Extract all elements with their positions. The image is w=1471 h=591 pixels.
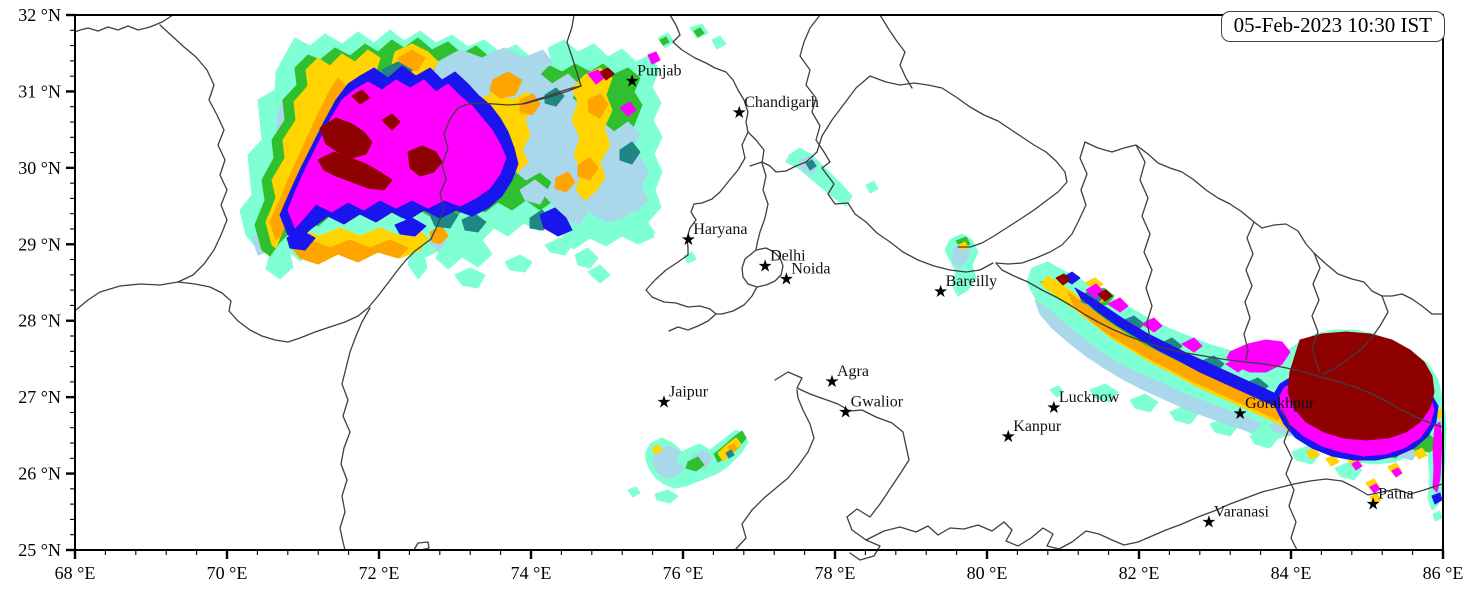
intensity-layers: [239, 23, 1447, 522]
boundary-line: [747, 131, 769, 251]
boundary-line: [741, 247, 784, 288]
city-label-punjab: Punjab: [637, 63, 681, 80]
city-label-gorakhpur: Gorakhpur: [1245, 395, 1315, 412]
y-tick-label: 31 °N: [18, 81, 61, 101]
city-star-noida: ★: [779, 270, 794, 290]
city-star-kanpur: ★: [1001, 427, 1016, 447]
city-star-varanasi: ★: [1201, 513, 1216, 533]
boundary-line: [995, 141, 1088, 265]
y-tick-label: 28 °N: [18, 311, 61, 331]
x-tick-label: 70 °E: [207, 563, 248, 583]
city-label-lucknow: Lucknow: [1059, 389, 1120, 406]
y-tick-label: 27 °N: [18, 387, 61, 407]
boundary-line: [523, 85, 582, 105]
admin-boundaries: [74, 14, 1444, 561]
city-star-jaipur: ★: [656, 393, 671, 413]
boundary-line: [74, 14, 174, 33]
city-star-lucknow: ★: [1046, 398, 1061, 418]
timestamp-badge: 05-Feb-2023 10:30 IST: [1220, 11, 1445, 42]
boundary-line: [749, 151, 818, 173]
y-tick-label: 29 °N: [18, 234, 61, 254]
plot-frame: [74, 14, 1444, 551]
layer-intensity-9-darkred: [317, 67, 1435, 441]
x-tick-label: 74 °E: [511, 563, 552, 583]
boundary-line: [1084, 141, 1444, 315]
city-star-delhi: ★: [757, 257, 772, 277]
city-star-chandigarh: ★: [732, 103, 747, 123]
boundary-line: [774, 371, 910, 561]
city-label-haryana: Haryana: [693, 221, 747, 238]
city-star-gwalior: ★: [838, 403, 853, 423]
city-label-delhi: Delhi: [770, 248, 806, 265]
city-label-noida: Noida: [791, 261, 830, 278]
boundary-line: [1243, 221, 1255, 361]
boundary-line: [566, 14, 582, 87]
y-tick-label: 32 °N: [18, 5, 61, 25]
x-tick-label: 72 °E: [359, 563, 400, 583]
city-label-varanasi: Varanasi: [1214, 504, 1270, 521]
city-label-gwalior: Gwalior: [851, 394, 904, 411]
boundary-line: [339, 307, 371, 551]
timestamp-text: 05-Feb-2023 10:30 IST: [1233, 13, 1432, 37]
x-tick-label: 68 °E: [55, 563, 96, 583]
boundary-line: [799, 14, 994, 273]
x-tick-label: 86 °E: [1423, 563, 1464, 583]
y-tick-label: 25 °N: [18, 540, 61, 560]
city-star-agra: ★: [824, 372, 839, 392]
city-label-jaipur: Jaipur: [669, 384, 709, 401]
x-tick-label: 82 °E: [1119, 563, 1160, 583]
boundary-line: [1311, 252, 1321, 373]
axis-tick-labels: 68 °E 70 °E 72 °E 74 °E 76 °E 78 °E 80 °E 82 °E…: [18, 5, 1463, 583]
boundary-line: [816, 75, 1068, 248]
y-tick-label: 26 °N: [18, 464, 61, 484]
boundary-line: [177, 238, 432, 343]
axis-ticks: [66, 13, 1445, 559]
city-label-patna: Patna: [1378, 485, 1414, 502]
city-star-patna: ★: [1365, 494, 1380, 514]
boundary-line: [734, 389, 815, 551]
city-markers: ★Punjab★Chandigarh★Haryana★Delhi★Noida★B…: [624, 63, 1413, 533]
boundary-line: [715, 286, 758, 315]
boundary-line: [1281, 409, 1298, 551]
x-tick-label: 80 °E: [967, 563, 1008, 583]
boundary-line: [1322, 295, 1389, 375]
city-label-bareilly: Bareilly: [946, 273, 998, 290]
boundary-line: [879, 14, 913, 89]
x-tick-label: 78 °E: [815, 563, 856, 583]
boundary-line: [1135, 144, 1153, 339]
boundary-line: [865, 478, 1444, 550]
boundary-line: [669, 14, 749, 133]
city-label-kanpur: Kanpur: [1013, 418, 1062, 435]
boundary-line: [159, 24, 228, 283]
city-label-agra: Agra: [837, 363, 869, 380]
boundary-line: [430, 85, 582, 240]
city-label-chandigarh: Chandigarh: [744, 94, 819, 111]
city-star-gorakhpur: ★: [1232, 404, 1247, 424]
boundary-line: [413, 541, 430, 551]
city-star-haryana: ★: [681, 230, 696, 250]
city-star-bareilly: ★: [933, 282, 948, 302]
x-tick-label: 84 °E: [1271, 563, 1312, 583]
x-tick-label: 76 °E: [663, 563, 704, 583]
boundary-line: [995, 262, 1444, 428]
city-star-punjab: ★: [624, 72, 639, 92]
y-tick-label: 30 °N: [18, 158, 61, 178]
boundary-line: [75, 281, 179, 311]
